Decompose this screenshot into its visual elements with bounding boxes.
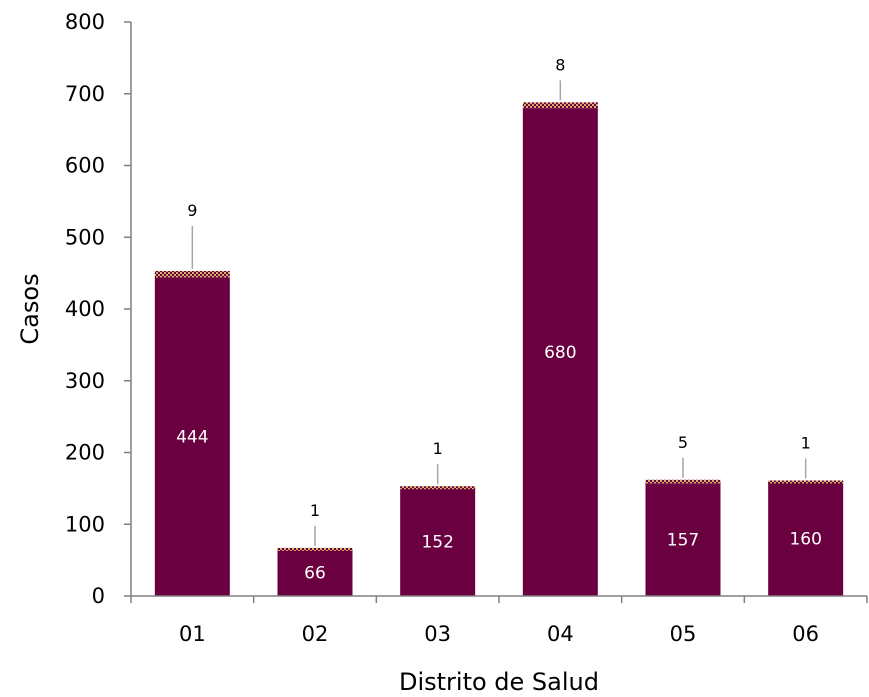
bar-value-label: 152 — [421, 532, 453, 552]
bar-top-label: 5 — [678, 433, 688, 452]
y-tick-label: 500 — [65, 225, 105, 249]
bar-value-label: 444 — [176, 428, 208, 448]
bar-top-label: 9 — [187, 201, 197, 220]
bar-segment-top — [277, 547, 353, 551]
bars — [154, 102, 844, 596]
bar-segment-main — [400, 486, 476, 596]
y-tick-label: 0 — [92, 584, 105, 608]
bar-segment-top — [154, 270, 230, 278]
y-tick-label: 100 — [65, 512, 105, 536]
y-tick-label: 700 — [65, 82, 105, 106]
y-axis-ticks: 0 100 200 300 400 500 600 700 800 — [65, 10, 131, 608]
bar-top-label: 8 — [555, 55, 565, 74]
y-axis-title: Casos — [16, 273, 44, 344]
bar-segment-top — [645, 479, 721, 484]
x-tick-label: 06 — [792, 622, 819, 646]
bar-top-label: 1 — [433, 439, 443, 458]
y-tick-label: 300 — [65, 369, 105, 393]
x-axis-ticks: 01 02 03 04 05 06 — [130, 596, 868, 646]
bar-segment-top — [522, 102, 598, 109]
bar-segment-main — [277, 548, 353, 596]
x-tick-label: 04 — [547, 622, 574, 646]
y-tick-label: 800 — [65, 10, 105, 34]
data-labels: 444 9 66 1 152 1 680 8 157 5 160 1 — [176, 55, 822, 583]
y-tick-label: 400 — [65, 297, 105, 321]
bar-value-label: 160 — [789, 530, 821, 550]
x-tick-label: 02 — [302, 622, 329, 646]
bar-value-label: 66 — [304, 563, 326, 583]
y-tick-label: 600 — [65, 154, 105, 178]
bar-segment-main — [154, 277, 230, 596]
bar-segment-main — [768, 481, 844, 596]
y-tick-label: 200 — [65, 441, 105, 465]
bar-segment-top — [768, 480, 844, 484]
bar-top-label: 1 — [310, 501, 320, 520]
bar-segment-main — [522, 108, 598, 596]
bar-value-label: 680 — [544, 343, 576, 363]
bar-value-label: 157 — [667, 531, 699, 551]
bar-top-label: 1 — [801, 433, 811, 452]
x-tick-label: 05 — [670, 622, 697, 646]
x-tick-label: 03 — [424, 622, 451, 646]
bar-segment-top — [400, 486, 476, 490]
x-tick-label: 01 — [179, 622, 206, 646]
x-axis-title: Distrito de Salud — [399, 668, 599, 696]
bar-segment-main — [645, 483, 721, 596]
